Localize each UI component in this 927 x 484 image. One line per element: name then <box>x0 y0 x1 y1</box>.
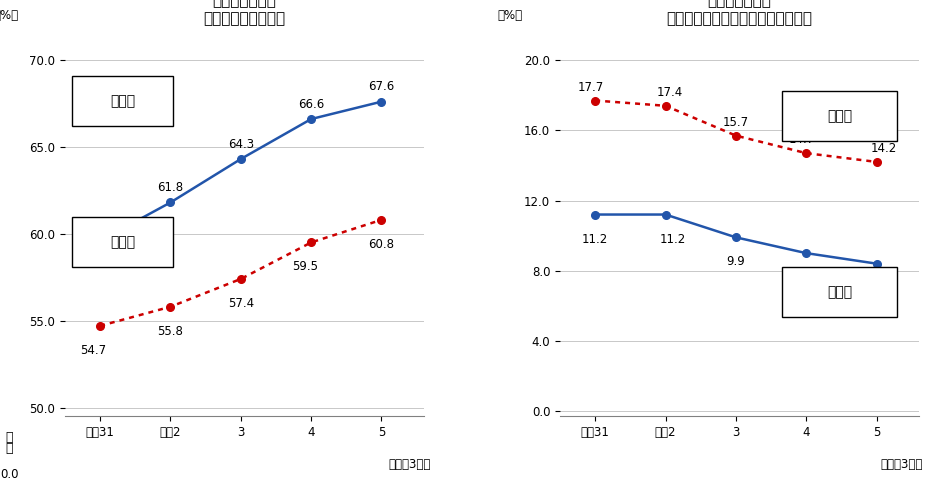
Text: 17.7: 17.7 <box>578 80 603 93</box>
Text: 54.7: 54.7 <box>80 344 106 357</box>
FancyBboxPatch shape <box>781 91 896 141</box>
Text: 11.2: 11.2 <box>658 233 685 245</box>
Text: ～: ～ <box>6 442 13 455</box>
FancyBboxPatch shape <box>72 217 172 267</box>
Text: 9.0: 9.0 <box>796 271 815 284</box>
Text: 大阪府: 大阪府 <box>826 285 851 299</box>
FancyBboxPatch shape <box>781 267 896 317</box>
FancyBboxPatch shape <box>72 76 172 126</box>
Text: 大阪府: 大阪府 <box>109 94 134 108</box>
Text: 17.4: 17.4 <box>655 86 682 99</box>
Text: 9.9: 9.9 <box>726 256 744 269</box>
Title: 大阪府と全国の
卒業者に占める就職者の割合の推移: 大阪府と全国の 卒業者に占める就職者の割合の推移 <box>666 0 811 26</box>
Text: （%）: （%） <box>497 9 522 22</box>
Text: （各年3月）: （各年3月） <box>879 458 921 471</box>
Text: 14.2: 14.2 <box>870 142 895 155</box>
Text: 15.7: 15.7 <box>722 116 748 129</box>
Text: 59.5: 59.5 <box>292 260 318 273</box>
Text: （各年3月）: （各年3月） <box>388 458 430 471</box>
Text: 64.3: 64.3 <box>227 137 254 151</box>
Text: 14.7: 14.7 <box>788 133 814 146</box>
Text: 67.6: 67.6 <box>368 80 394 93</box>
Text: （%）: （%） <box>0 9 19 22</box>
Text: 66.6: 66.6 <box>298 98 324 111</box>
Text: 8.4: 8.4 <box>873 282 892 295</box>
Text: 57.4: 57.4 <box>227 297 254 310</box>
Text: 全　国: 全 国 <box>826 109 851 123</box>
Text: 11.2: 11.2 <box>581 233 607 245</box>
Text: 55.8: 55.8 <box>158 325 184 338</box>
Text: ～: ～ <box>6 431 13 444</box>
Text: 61.8: 61.8 <box>158 181 184 194</box>
Title: 大阪府と全国の
大学等進学率の推移: 大阪府と全国の 大学等進学率の推移 <box>203 0 286 26</box>
Text: 60.8: 60.8 <box>368 238 394 251</box>
Text: 全　国: 全 国 <box>109 235 134 249</box>
Text: 59.6: 59.6 <box>87 219 113 232</box>
Text: 0.0: 0.0 <box>0 468 19 481</box>
